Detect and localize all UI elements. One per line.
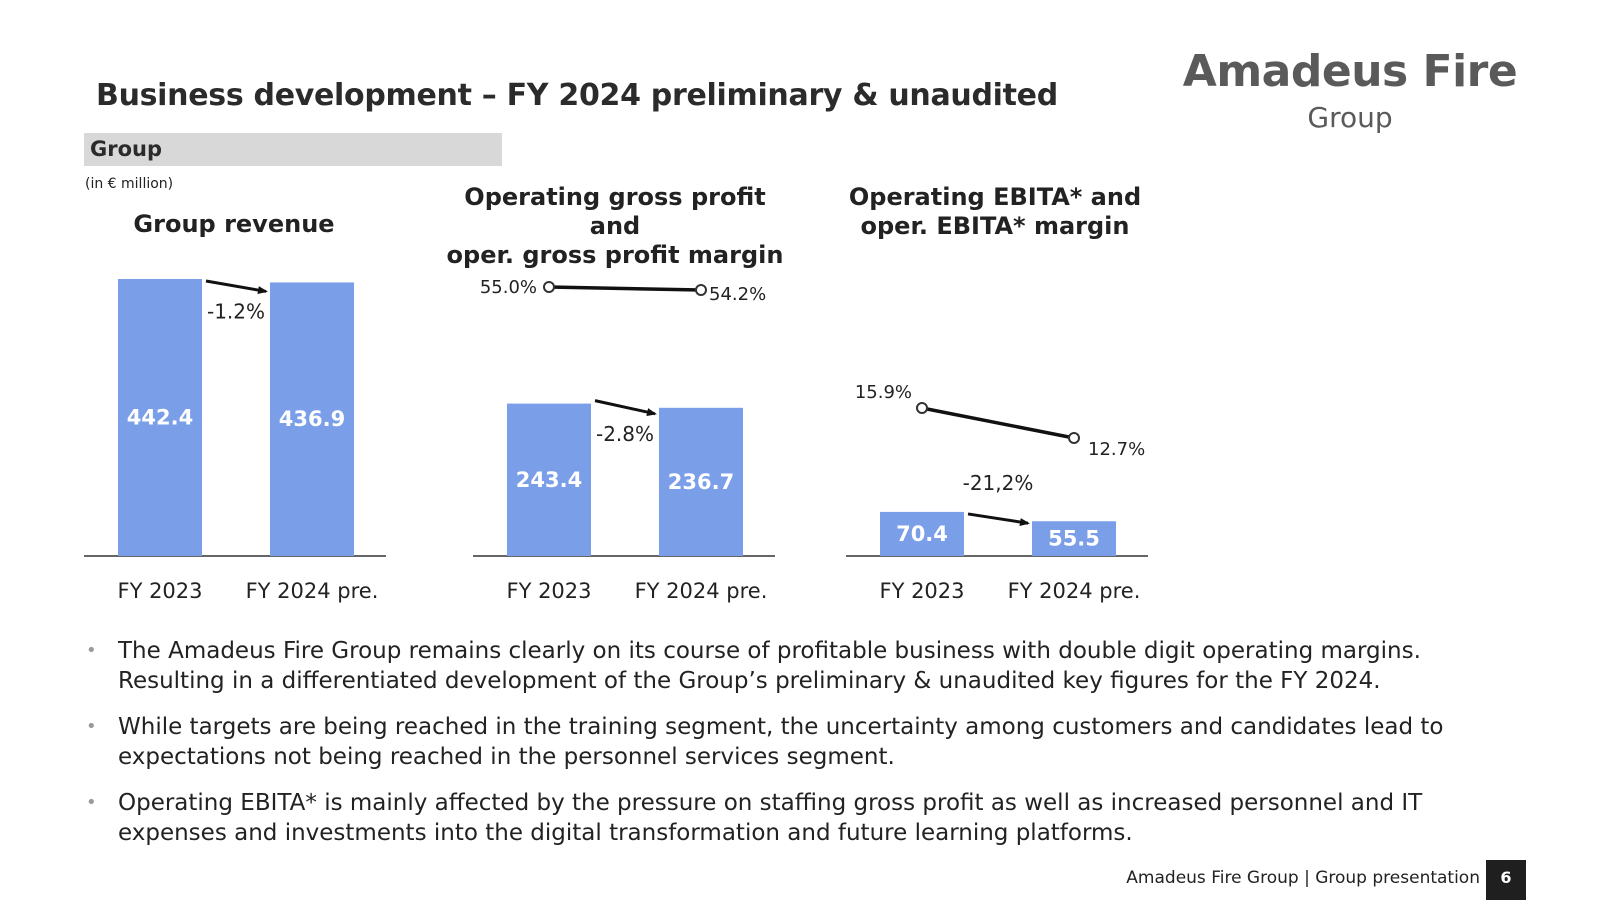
logo-name: Amadeus Fire xyxy=(1182,46,1518,97)
page-number: 6 xyxy=(1486,860,1526,900)
bar xyxy=(118,279,202,556)
bar-value-label: 70.4 xyxy=(896,522,948,546)
margin-label: 55.0% xyxy=(480,277,537,298)
bullet-item: • The Amadeus Fire Group remains clearly … xyxy=(86,636,1466,696)
company-logo: Amadeus Fire Group xyxy=(1180,46,1520,146)
chart-title-gross-profit: Operating gross profit and oper. gross p… xyxy=(446,183,784,269)
section-label: Group xyxy=(90,137,163,161)
margin-label: 12.7% xyxy=(1088,439,1145,460)
chart-title-ebita: Operating EBITA* and oper. EBITA* margin xyxy=(848,183,1142,240)
margin-label: 15.9% xyxy=(855,382,912,403)
bullet-list: • The Amadeus Fire Group remains clearly … xyxy=(86,636,1466,864)
margin-point xyxy=(1068,432,1080,444)
bar-value-label: 442.4 xyxy=(127,406,193,430)
margin-point xyxy=(543,281,555,293)
change-arrow xyxy=(967,512,1030,526)
margin-point xyxy=(916,402,928,414)
bar-value-label: 436.9 xyxy=(279,407,345,431)
change-label: -2.8% xyxy=(596,422,654,446)
margin-line xyxy=(548,285,702,292)
logo-subtitle: Group xyxy=(1307,101,1393,134)
change-arrow xyxy=(594,399,657,416)
section-header: Group xyxy=(84,133,502,166)
bullet-item: • Operating EBITA* is mainly affected by … xyxy=(86,788,1466,848)
margin-label: 54.2% xyxy=(709,284,766,305)
x-tick-label: FY 2023 xyxy=(117,579,202,603)
charts-area: 442.4 FY 2023 436.9 FY 2024 pre. -1.2% 243.4 F… xyxy=(84,277,1148,603)
bullet-icon: • xyxy=(86,716,97,737)
bullet-icon: • xyxy=(86,640,97,661)
bar xyxy=(1032,521,1116,556)
margin-line xyxy=(921,406,1075,440)
bar-value-label: 243.4 xyxy=(516,468,582,492)
bullet-item: • While targets are being reached in the … xyxy=(86,712,1466,772)
x-tick-label: FY 2024 pre. xyxy=(1008,579,1141,603)
bar xyxy=(659,407,743,556)
bar xyxy=(507,403,591,556)
x-tick-label: FY 2023 xyxy=(506,579,591,603)
page-title: Business development – FY 2024 prelimina… xyxy=(96,78,1058,113)
margin-point xyxy=(695,284,707,296)
unit-note: (in € million) xyxy=(85,176,174,192)
x-tick-label: FY 2024 pre. xyxy=(635,579,768,603)
bar xyxy=(880,511,964,556)
bullet-text: Operating EBITA* is mainly affected by t… xyxy=(118,790,1423,846)
bar-value-label: 236.7 xyxy=(668,470,734,494)
bar-value-label: 55.5 xyxy=(1048,527,1100,551)
x-tick-label: FY 2024 pre. xyxy=(246,579,379,603)
x-tick-label: FY 2023 xyxy=(879,579,964,603)
footer-text: Amadeus Fire Group | Group presentation xyxy=(1126,868,1480,888)
bar xyxy=(270,282,354,556)
change-label: -1.2% xyxy=(207,299,265,323)
change-arrow xyxy=(205,279,268,295)
bullet-text: While targets are being reached in the t… xyxy=(118,714,1444,770)
bullet-text: The Amadeus Fire Group remains clearly o… xyxy=(118,638,1421,694)
chart-title-revenue: Group revenue xyxy=(133,210,335,238)
bullet-icon: • xyxy=(86,792,97,813)
change-label: -21,2% xyxy=(963,471,1034,495)
